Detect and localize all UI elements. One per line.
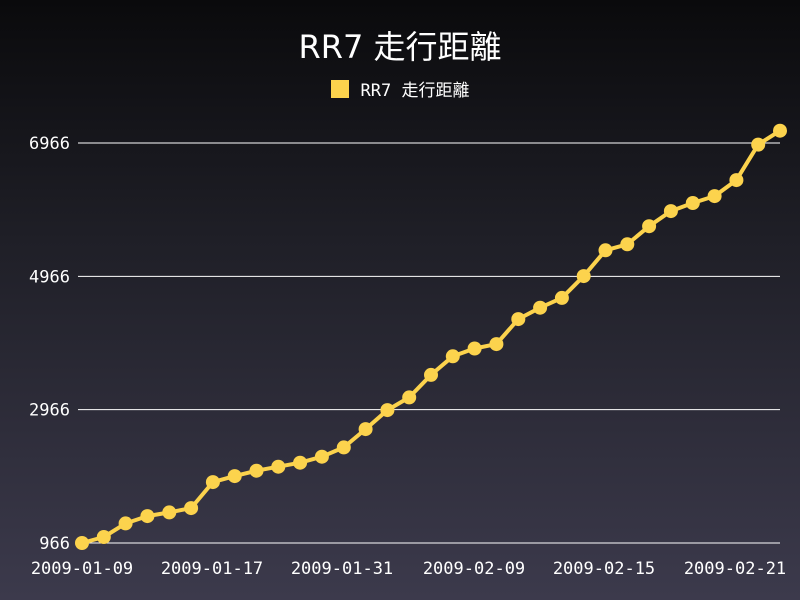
- x-tick-label: 2009-02-21: [684, 559, 786, 579]
- chart-title: RR7 走行距離: [298, 28, 502, 66]
- legend-label: RR7 走行距離: [360, 81, 470, 101]
- x-tick-label: 2009-01-31: [291, 559, 393, 579]
- data-point: [75, 536, 89, 550]
- series-layer: [75, 123, 787, 550]
- y-tick-label: 6966: [29, 134, 70, 154]
- data-point: [227, 469, 242, 484]
- data-point: [184, 501, 199, 516]
- data-point: [293, 455, 308, 470]
- data-point: [511, 312, 526, 327]
- data-point: [118, 516, 133, 531]
- data-point: [467, 341, 482, 356]
- data-point: [685, 196, 700, 210]
- x-axis-ticks: 2009-01-09 2009-01-17 2009-01-31 2009-02-09…: [31, 559, 786, 579]
- data-point: [380, 403, 395, 418]
- data-point: [554, 290, 569, 305]
- data-point: [314, 449, 329, 464]
- data-point: [642, 219, 657, 234]
- data-point: [96, 530, 111, 544]
- y-axis-ticks: 966 2966 4966 6966: [29, 134, 70, 554]
- x-tick-label: 2009-02-15: [553, 559, 655, 579]
- legend: RR7 走行距離: [0, 76, 800, 101]
- data-point: [598, 243, 613, 258]
- data-point: [729, 173, 744, 188]
- data-point: [489, 337, 504, 352]
- y-tick-label: 4966: [29, 267, 70, 287]
- data-point: [402, 390, 417, 405]
- x-tick-label: 2009-01-09: [31, 559, 133, 579]
- data-point: [533, 300, 548, 315]
- legend-swatch: [330, 79, 349, 98]
- data-point: [707, 189, 722, 204]
- data-point: [271, 459, 286, 474]
- x-tick-label: 2009-01-17: [161, 559, 263, 579]
- y-tick-label: 966: [39, 534, 70, 554]
- data-point: [205, 475, 220, 490]
- data-point: [249, 463, 264, 478]
- y-tick-label: 2966: [29, 401, 70, 421]
- data-point: [773, 123, 787, 138]
- grid-layer: [78, 142, 780, 544]
- data-point: [358, 422, 373, 437]
- data-point: [162, 505, 177, 520]
- data-point: [445, 349, 460, 364]
- data-point: [620, 237, 635, 252]
- series-line: [81, 129, 782, 545]
- data-point: [663, 204, 678, 219]
- data-point: [424, 367, 438, 382]
- data-point: [751, 137, 766, 152]
- x-tick-label: 2009-02-09: [423, 559, 525, 579]
- data-point: [336, 440, 351, 455]
- data-point: [576, 269, 591, 284]
- data-point: [140, 509, 155, 524]
